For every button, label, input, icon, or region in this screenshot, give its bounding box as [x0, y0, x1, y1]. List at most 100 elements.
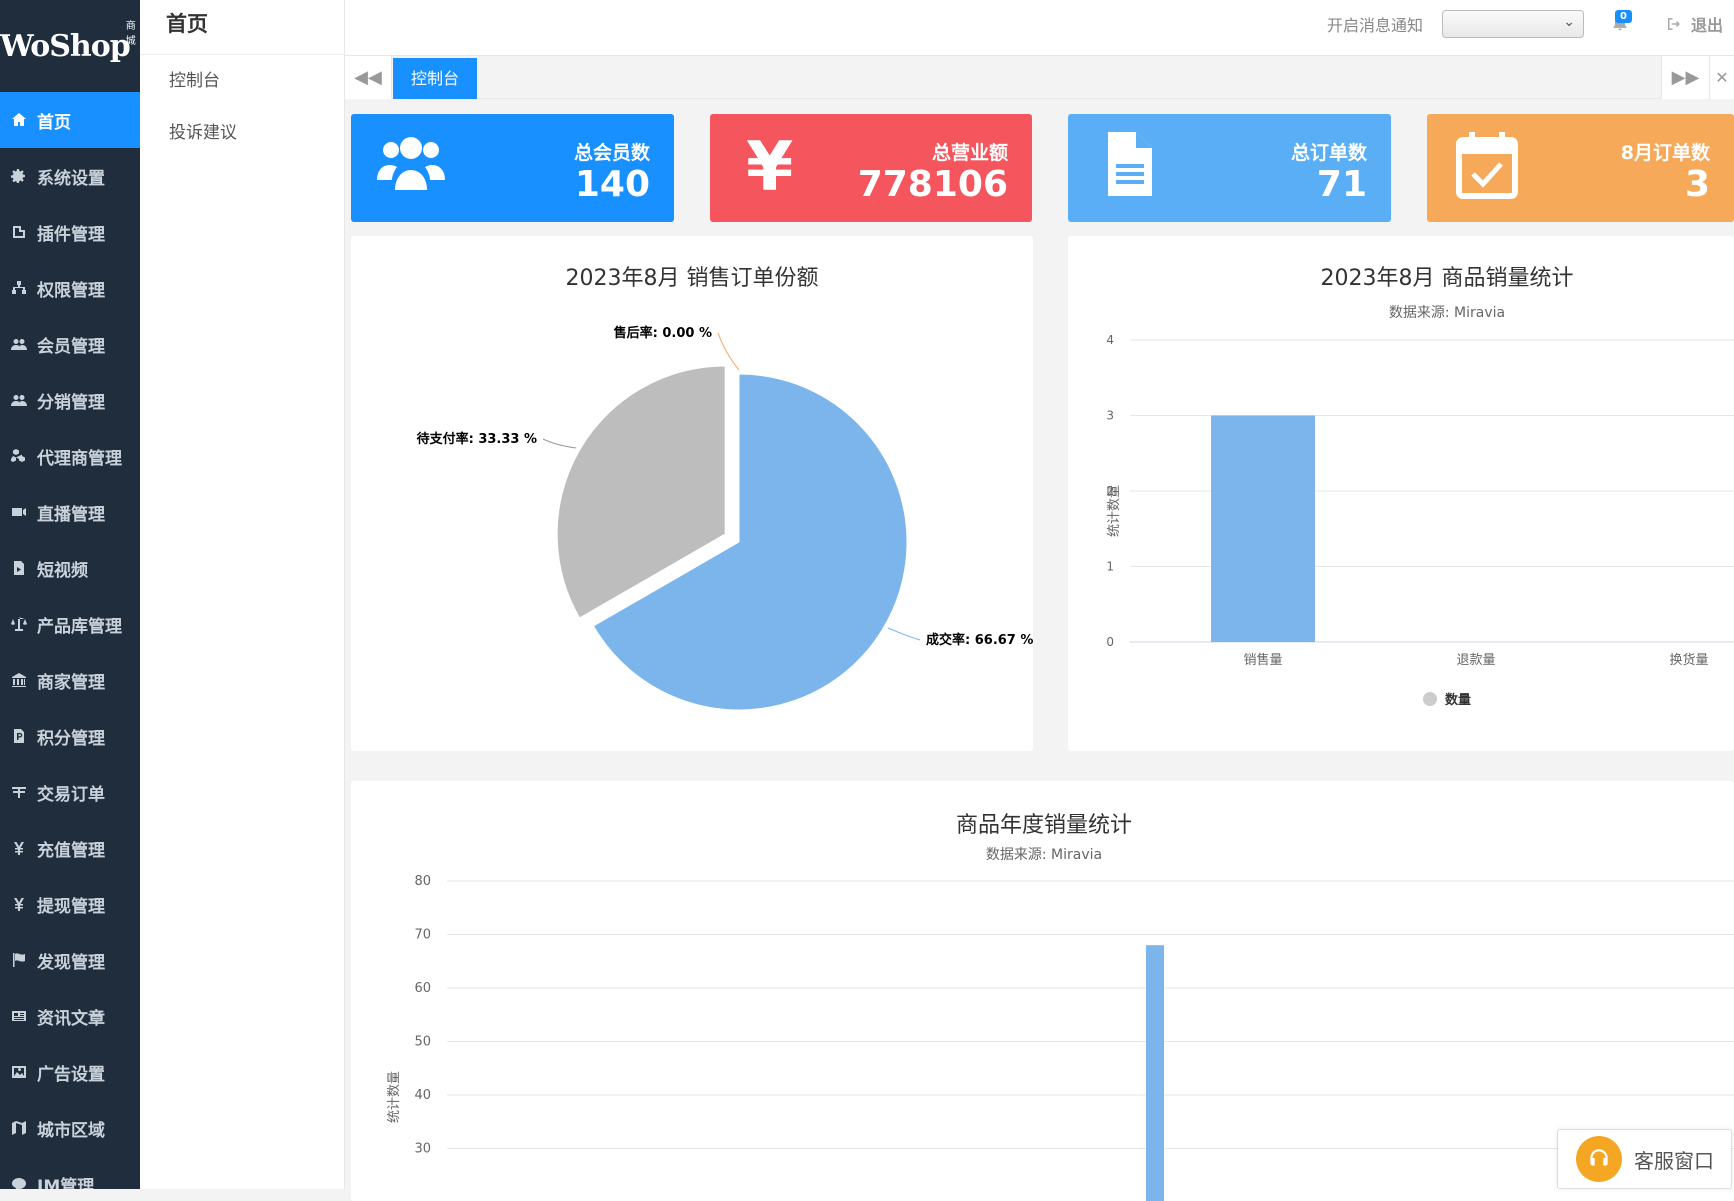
pie-chart-panel: 2023年8月 销售订单份额 成交率: 66.67 % 待支付率: 33.33 %…	[351, 236, 1033, 751]
sidebar-item-15[interactable]: 发现管理	[0, 932, 140, 988]
sidebar-item-10[interactable]: 商家管理	[0, 652, 140, 708]
tab-bar: ◀◀ 控制台 ▶▶ ✕	[345, 56, 1734, 99]
sidebar-item-17[interactable]: 广告设置	[0, 1044, 140, 1100]
file-video-icon	[9, 558, 29, 578]
customer-service-button[interactable]: 客服窗口	[1557, 1129, 1732, 1189]
sidebar-item-label: 直播管理	[37, 504, 105, 525]
pie-chart-title: 2023年8月 销售订单份额	[565, 266, 819, 291]
double-left-icon: ◀◀	[354, 67, 382, 88]
chevron-down-icon: ⌄	[1563, 14, 1575, 30]
gear-icon	[9, 166, 29, 186]
sidebar-item-label: 资讯文章	[37, 1008, 105, 1029]
stat-card-month-orders[interactable]: 8月订单数 3	[1427, 114, 1734, 222]
y-tick-label: 0	[1106, 635, 1114, 649]
x-tick-label: 退款量	[1456, 653, 1495, 668]
subnav-item-complaints[interactable]: 投诉建议	[169, 123, 237, 143]
secondary-nav: 首页 控制台 投诉建议	[140, 0, 345, 1189]
sidebar-item-0[interactable]: 首页	[0, 92, 140, 148]
logo-sub: 商城	[125, 21, 136, 47]
sidebar-item-3[interactable]: 权限管理	[0, 260, 140, 316]
pie-slice[interactable]	[592, 373, 908, 711]
sidebar-item-7[interactable]: 直播管理	[0, 484, 140, 540]
yearly-chart-subtitle: 数据来源: Miravia	[985, 847, 1103, 863]
top-bar: 开启消息通知 ⌄ 0 退出	[345, 0, 1734, 56]
pie-slice[interactable]	[556, 365, 726, 619]
stat-card-revenue[interactable]: ¥ 总营业额 778106	[710, 114, 1032, 222]
tab-dashboard[interactable]: 控制台	[393, 58, 478, 99]
sidebar-item-label: 城市区域	[37, 1120, 105, 1141]
map-icon	[9, 1118, 29, 1138]
pie-data-label: 待支付率: 33.33 %	[416, 431, 537, 447]
sidebar-item-12[interactable]: 交易订单	[0, 764, 140, 820]
sidebar-item-11[interactable]: 积分管理	[0, 708, 140, 764]
y-tick-label: 1	[1106, 560, 1114, 574]
tab-close-button[interactable]: ✕	[1709, 56, 1734, 99]
sign-out-icon	[1668, 18, 1680, 30]
sidebar-item-9[interactable]: 产品库管理	[0, 596, 140, 652]
stat-value: 140	[574, 164, 650, 205]
sitemap-icon	[9, 278, 29, 298]
sidebar-item-1[interactable]: 系统设置	[0, 148, 140, 204]
stat-label: 总会员数	[573, 142, 650, 164]
sidebar-item-16[interactable]: 资讯文章	[0, 988, 140, 1044]
stat-card-orders[interactable]: 总订单数 71	[1068, 114, 1391, 222]
logout-button[interactable]: 退出	[1665, 12, 1723, 36]
chat-icon	[9, 1174, 29, 1189]
sidebar-item-5[interactable]: 分销管理	[0, 372, 140, 428]
stat-value: 3	[1684, 164, 1710, 205]
y-tick-label: 3	[1106, 409, 1114, 423]
sidebar-item-label: 分销管理	[37, 392, 105, 413]
newspaper-icon	[9, 1006, 29, 1026]
document-icon	[1092, 128, 1164, 200]
y-tick-label: 2	[1106, 484, 1114, 498]
sidebar-item-label: 充值管理	[37, 840, 105, 861]
close-icon: ✕	[1715, 68, 1729, 87]
sidebar-item-4[interactable]: 会员管理	[0, 316, 140, 372]
plugin-icon	[9, 222, 29, 242]
sidebar-item-8[interactable]: 短视频	[0, 540, 140, 596]
bar-chart-subtitle: 数据来源: Miravia	[1388, 305, 1506, 321]
legend-label[interactable]: 数量	[1445, 692, 1471, 708]
tab-scroll-left-button[interactable]: ◀◀	[345, 56, 392, 99]
y-tick-label: 30	[414, 1142, 431, 1157]
yen-icon	[9, 894, 29, 914]
bar[interactable]	[1211, 415, 1315, 643]
notify-label: 开启消息通知	[1327, 16, 1424, 35]
stat-card-members[interactable]: 总会员数 140	[351, 114, 674, 222]
sidebar-item-label: 发现管理	[37, 952, 105, 973]
sidebar-item-label: 短视频	[37, 560, 88, 581]
sidebar-item-6[interactable]: 代理商管理	[0, 428, 140, 484]
brand-logo[interactable]: WoShop 商城	[0, 0, 140, 92]
logout-label: 退出	[1691, 16, 1724, 35]
tab-scroll-right-button[interactable]: ▶▶	[1661, 56, 1709, 99]
home-icon	[9, 110, 29, 130]
sidebar-item-19[interactable]: IM管理	[0, 1156, 140, 1189]
y-tick-label: 4	[1106, 333, 1114, 347]
sidebar-item-18[interactable]: 城市区域	[0, 1100, 140, 1156]
sidebar-item-14[interactable]: 提现管理	[0, 876, 140, 932]
pie-chart: 成交率: 66.67 % 待支付率: 33.33 % 售后率: 0.00 %	[416, 325, 1033, 711]
sidebar-item-13[interactable]: 充值管理	[0, 820, 140, 876]
yearly-chart: 30 40 50 60 70 80 统计数量	[387, 874, 1734, 1201]
headset-icon	[1576, 1136, 1622, 1182]
sidebar-item-label: 系统设置	[37, 168, 105, 189]
pie-data-label: 成交率: 66.67 %	[926, 632, 1033, 648]
y-tick-label: 80	[414, 874, 431, 889]
y-tick-label: 60	[414, 981, 431, 996]
bank-icon	[9, 670, 29, 690]
sidebar-item-label: 提现管理	[37, 896, 105, 917]
bar-chart-panel: 2023年8月 商品销量统计 数据来源: Miravia 0 1 2 3 4 统计数量 销售…	[1068, 236, 1734, 751]
sidebar-item-2[interactable]: 插件管理	[0, 204, 140, 260]
svg-text:¥: ¥	[746, 128, 793, 200]
image-icon	[9, 1062, 29, 1082]
pie-connector	[542, 438, 577, 449]
y-axis-label: 统计数量	[387, 1071, 402, 1123]
subnav-item-dashboard[interactable]: 控制台	[169, 71, 220, 91]
notify-select[interactable]: ⌄	[1442, 10, 1584, 38]
bar[interactable]	[1146, 945, 1164, 1201]
legend-marker[interactable]	[1423, 692, 1437, 706]
customer-service-label: 客服窗口	[1634, 1148, 1714, 1173]
sidebar-item-label: 插件管理	[37, 224, 105, 245]
notification-badge: 0	[1615, 10, 1632, 23]
